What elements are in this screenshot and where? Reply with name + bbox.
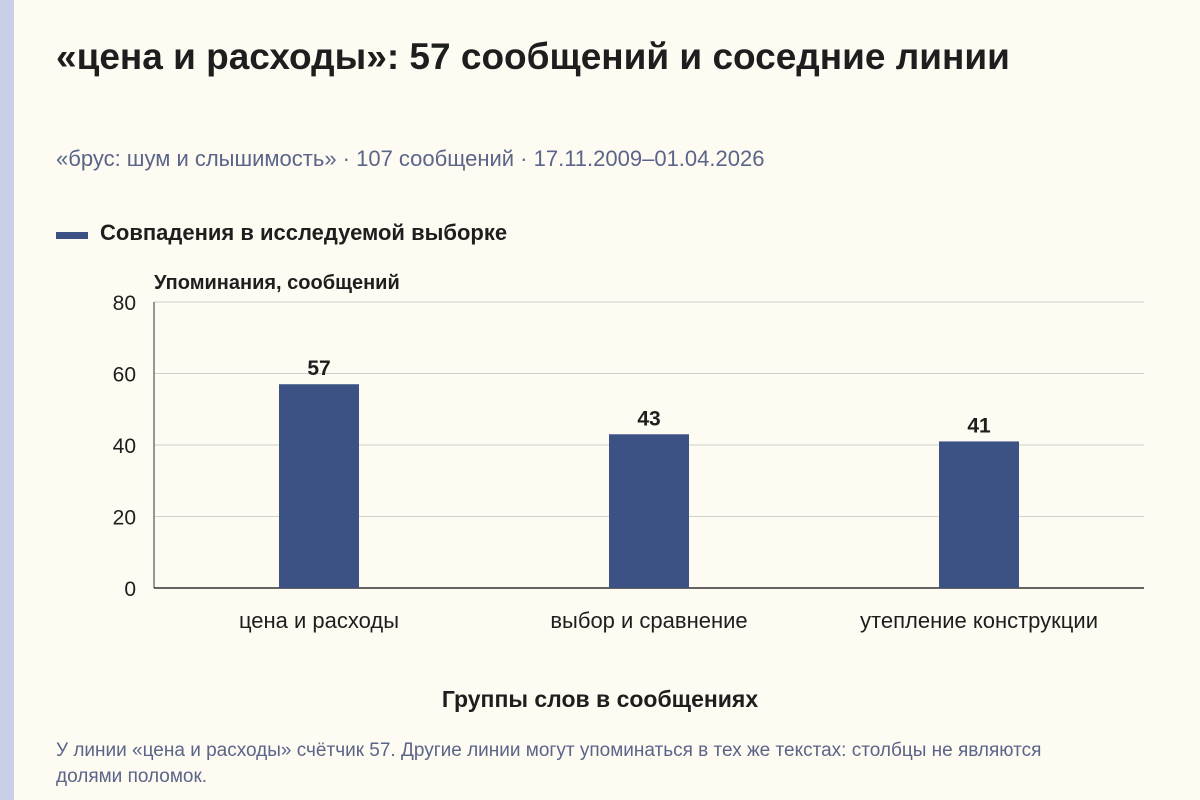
- bar: [939, 441, 1019, 588]
- chart-title: «цена и расходы»: 57 сообщений и соседни…: [56, 36, 1010, 77]
- x-tick-label: выбор и сравнение: [550, 608, 747, 633]
- chart-subtitle: «брус: шум и слышимость» · 107 сообщений…: [56, 146, 765, 171]
- left-accent-bar: [0, 0, 14, 800]
- footnote: У линии «цена и расходы» счётчик 57. Дру…: [56, 740, 1042, 787]
- y-tick-label: 80: [113, 292, 136, 315]
- bar: [609, 434, 689, 588]
- legend: Совпадения в исследуемой выборке: [56, 218, 507, 248]
- x-axis-label: Группы слов в сообщениях: [441, 686, 759, 712]
- x-tick-label: цена и расходы: [239, 608, 399, 633]
- bar-value-label: 57: [307, 357, 330, 380]
- legend-label: Совпадения в исследуемой выборке: [100, 220, 508, 245]
- bar-value-label: 43: [637, 407, 660, 430]
- y-tick-label: 0: [124, 578, 136, 601]
- y-tick-label: 20: [113, 507, 136, 530]
- legend-swatch: [56, 231, 88, 239]
- y-tick-label: 60: [113, 364, 136, 387]
- y-tick-label: 40: [113, 435, 136, 458]
- y-axis-label: Упоминания, сообщений: [154, 272, 400, 294]
- x-tick-label: утепление конструкции: [860, 608, 1098, 633]
- bar: [279, 384, 359, 588]
- bar-value-label: 41: [967, 414, 991, 437]
